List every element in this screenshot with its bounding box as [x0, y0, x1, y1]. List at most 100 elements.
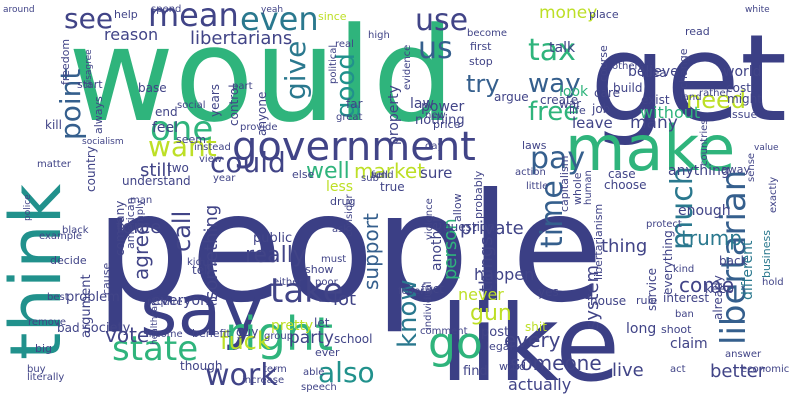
word-job: job — [591, 102, 610, 116]
word-gun: gun — [470, 301, 512, 326]
word-see: see — [64, 2, 113, 35]
word-help: help — [114, 8, 138, 21]
word-case: case — [608, 167, 636, 181]
word-term: term — [263, 364, 287, 375]
word-black: black — [62, 225, 89, 236]
word-course: course — [597, 45, 610, 82]
word-healthcare: healthcare — [150, 297, 160, 345]
word-sell: sell — [371, 170, 388, 181]
word-fuck: fuck — [220, 327, 271, 355]
word-vote: vote — [105, 323, 149, 347]
word-post: post — [481, 325, 509, 340]
word-pretty: pretty — [271, 318, 313, 334]
word-libertarian: libertarian — [714, 170, 754, 345]
word-house: house — [590, 294, 626, 308]
word-since: since — [318, 10, 347, 23]
word-read: read — [685, 25, 710, 38]
word-would: would — [68, 0, 455, 151]
word-legal: legal — [486, 340, 513, 353]
word-human: human — [583, 170, 594, 205]
word-take: take — [270, 271, 344, 311]
word-consider: consider — [344, 194, 355, 237]
word-individual: individual — [423, 281, 434, 330]
word-start: start — [77, 78, 103, 91]
word-run: run — [198, 256, 216, 269]
word-anything: anything — [668, 163, 730, 179]
word-still: still — [140, 160, 171, 181]
word-simply: simply — [135, 200, 146, 233]
word-base: base — [138, 81, 167, 95]
word-build: build — [613, 81, 643, 95]
word-problem: problem — [66, 290, 120, 305]
word-point: point — [54, 69, 87, 140]
word-work: work — [205, 358, 278, 393]
word-much: much — [665, 166, 700, 250]
word-believe: believe — [628, 64, 679, 80]
word-trump: trump — [681, 226, 742, 250]
word-rule: rule — [636, 294, 658, 307]
word-instead: instead — [194, 142, 231, 153]
word-nothing: nothing — [415, 113, 465, 128]
word-sense: sense — [746, 153, 757, 182]
word-claim: claim — [670, 336, 708, 352]
word-school: school — [334, 332, 372, 346]
word-able: able — [303, 367, 324, 378]
word-land: land — [680, 92, 702, 103]
word-something: something — [201, 205, 222, 300]
word-give: give — [279, 41, 312, 100]
word-find: find — [463, 364, 488, 379]
word-also: also — [318, 356, 375, 389]
word-kill: kill — [45, 118, 62, 132]
word-libertarianism: libertarianism — [592, 204, 605, 280]
word-ban: ban — [675, 309, 694, 320]
word-act: act — [670, 364, 686, 375]
word-away: away — [721, 163, 750, 176]
word-war: war — [559, 97, 581, 111]
word-money: money — [539, 3, 597, 23]
word-support: support — [359, 213, 383, 290]
word-laws: laws — [522, 139, 547, 152]
word-big: big — [35, 342, 52, 355]
word-literally: literally — [27, 372, 64, 383]
word-argument: argument — [79, 274, 94, 338]
word-comment: comment — [420, 326, 468, 337]
word-price: price — [433, 118, 461, 131]
word-answer: answer — [725, 349, 762, 360]
word-great: great — [336, 112, 363, 123]
word-property: property — [386, 85, 402, 145]
word-make: make — [565, 112, 735, 185]
word-issue: issue — [729, 108, 757, 121]
word-kind: kind — [673, 264, 694, 275]
word-ask: ask — [332, 224, 349, 235]
word-evidence: evidence — [402, 45, 413, 90]
word-interest: interest — [663, 291, 709, 305]
word-call: call — [168, 211, 196, 252]
word-talk: talk — [549, 40, 576, 56]
word-guy: guy — [236, 325, 258, 339]
word-leave: leave — [572, 114, 613, 132]
word-market: market — [354, 159, 425, 183]
word-person: person — [440, 218, 461, 280]
word-else: else — [292, 168, 315, 181]
word-end: end — [155, 105, 178, 119]
word-fund: fund — [371, 170, 394, 181]
word-far: far — [346, 97, 363, 111]
word-pay: pay — [530, 141, 585, 176]
word-though: though — [180, 359, 222, 373]
word-around: around — [3, 5, 35, 15]
word-anyone: anyone — [255, 92, 269, 136]
word-like: like — [440, 283, 620, 400]
word-example: example — [39, 231, 82, 242]
word-economic: economic — [741, 364, 789, 375]
word-cause: cause — [100, 263, 113, 295]
word-many: many — [630, 113, 678, 133]
word-get: get — [590, 10, 787, 149]
word-way: way — [528, 69, 581, 99]
word-stop: stop — [469, 55, 493, 68]
word-system: system — [582, 265, 603, 330]
word-man: man — [130, 195, 152, 206]
word-protect: protect — [646, 219, 682, 230]
word-probably: probably — [472, 170, 485, 219]
word-shoot: shoot — [661, 323, 692, 336]
